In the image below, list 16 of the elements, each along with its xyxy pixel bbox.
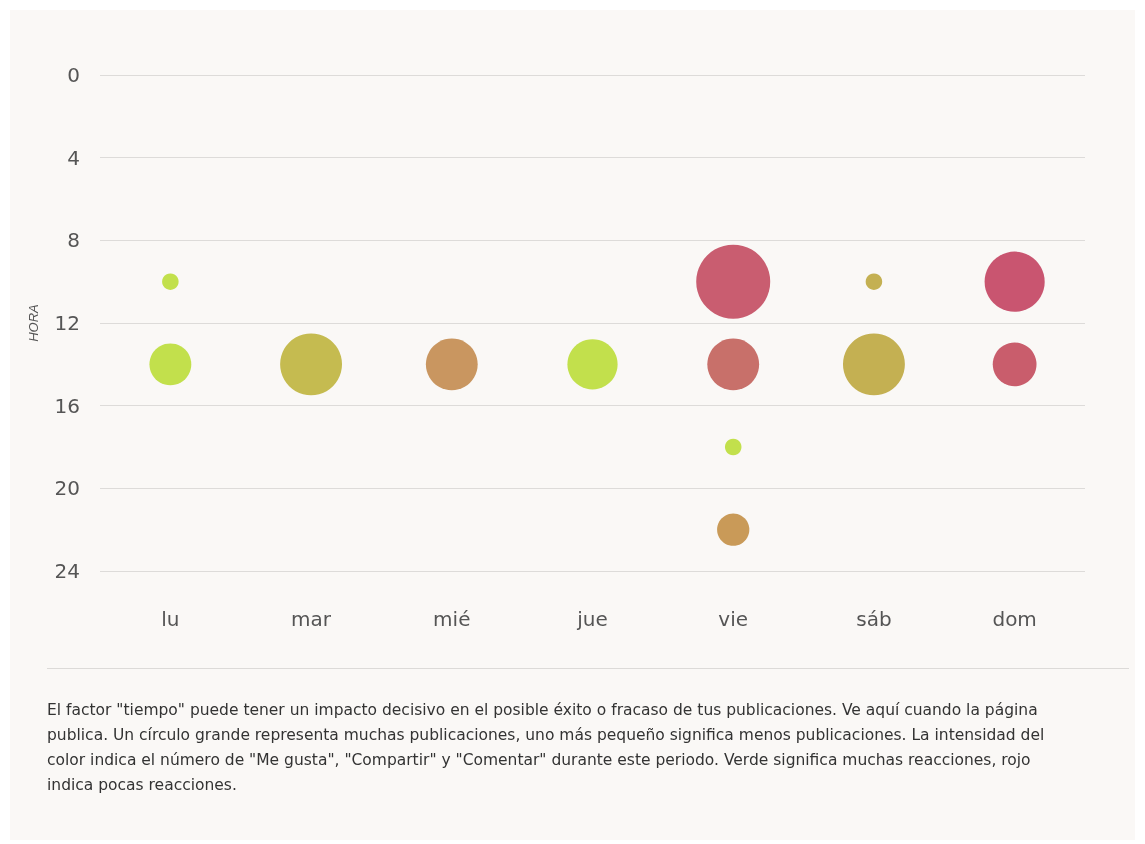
x-tick-label: jue bbox=[576, 607, 608, 631]
y-tick-label: 8 bbox=[67, 228, 80, 253]
text: El factor "tiempo" puede tener un impacto decisivo en el posible éxito o fracaso de tus publicaciones. Ve aquí cuando la página publica. Un círculo grande representa muchas publicaciones, uno más pequeño significa menos publicaciones. La intensidad del color indica el número de "Me gusta", "Compartir" y "Comentar" durante este periodo. Verde significa muchas reacciones, rojo indica pocas reacciones. bbox=[47, 700, 1046, 796]
x-tick-label: lu bbox=[161, 607, 180, 631]
x-tick-label: vie bbox=[718, 607, 749, 631]
y-tick-label: 20 bbox=[54, 476, 80, 501]
x-tick-label: mié bbox=[433, 607, 471, 631]
y-tick-label: 12 bbox=[54, 311, 80, 335]
x-tick-label: mar bbox=[291, 607, 332, 631]
y-tick-label: 0 bbox=[67, 63, 80, 87]
x-tick-label: sáb bbox=[856, 607, 892, 631]
y-tick-label: 4 bbox=[67, 145, 80, 170]
y-tick-label: 24 bbox=[54, 559, 80, 583]
y-axis-title: HORA bbox=[26, 304, 41, 342]
y-tick-label: 16 bbox=[54, 393, 80, 418]
x-tick-label: dom bbox=[992, 607, 1037, 631]
